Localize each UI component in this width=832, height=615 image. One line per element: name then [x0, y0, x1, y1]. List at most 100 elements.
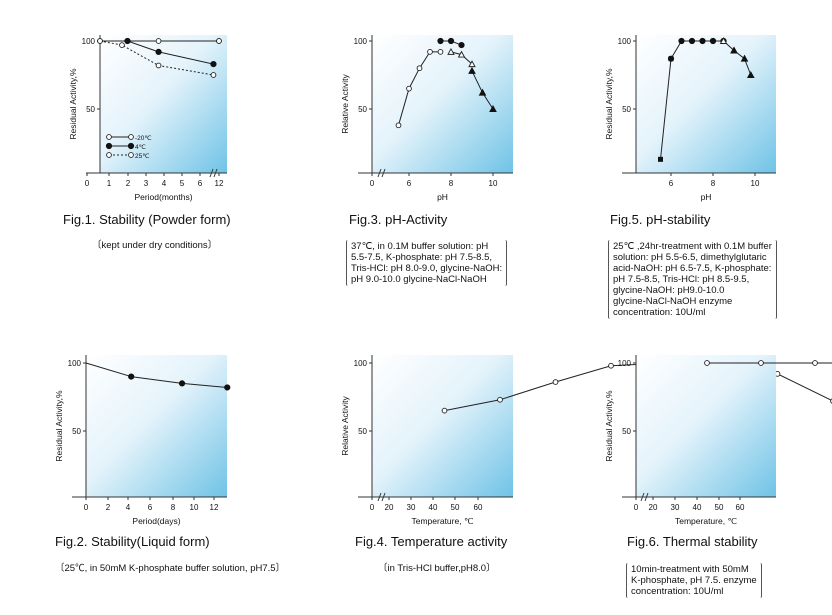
- fig2-x-tick-label: 12: [210, 503, 219, 512]
- fig5-data-point: [719, 37, 728, 44]
- fig1-x-tick-label: 12: [215, 179, 224, 188]
- fig1-y-axis-label: Residual Activity,%: [68, 68, 78, 140]
- fig4-data-point: [497, 396, 503, 403]
- fig3-data-point: [416, 65, 423, 72]
- fig5-y-tick-label: 50: [622, 105, 631, 114]
- fig6-x-tick-label: 20: [649, 503, 658, 512]
- fig5-x-tick-label: 10: [751, 179, 760, 188]
- fig2-chart: 50 100 0 2 4 6 8 10 12 Period(days) Residual Activ…: [54, 355, 231, 526]
- fig4-title: Fig.4. Temperature activity: [355, 534, 508, 549]
- fig3-chart: 50 100 0 6 8 10 pH Relative Activity: [340, 35, 513, 202]
- fig5-data-point: [746, 70, 755, 78]
- fig1-data-point: [97, 38, 103, 44]
- fig6-plot-area: [636, 355, 776, 497]
- fig6-title: Fig.6. Thermal stability: [627, 534, 758, 549]
- fig1-x-axis-label: Period(months): [134, 192, 192, 202]
- fig1-x-tick-label: 2: [126, 179, 131, 188]
- fig6-data-point: [758, 360, 764, 366]
- fig2-x-tick-label: 0: [84, 503, 89, 512]
- fig4-y-tick-label: 100: [354, 359, 368, 368]
- fig6-note: 10min-treatment with 50mM K-phosphate, p…: [626, 563, 762, 598]
- fig4-x-tick-label: 20: [385, 503, 394, 512]
- fig4-data-point: [441, 407, 448, 414]
- fig1-data-point: [155, 38, 162, 44]
- fig5-data-point: [740, 54, 749, 62]
- fig4-x-tick-label: 50: [451, 503, 460, 512]
- fig2-x-tick-label: 4: [126, 503, 131, 512]
- fig4-x-tick-label: 0: [370, 503, 375, 512]
- fig4-axis-break-mark: [377, 492, 382, 502]
- fig1-data-point: [155, 48, 162, 55]
- fig1-y-tick-label: 100: [82, 37, 96, 46]
- fig3-x-axis-label: pH: [437, 192, 448, 202]
- fig3-data-point: [437, 49, 444, 55]
- fig3-data-point: [478, 88, 487, 96]
- fig1-x-tick-label: 5: [180, 179, 185, 188]
- fig3-x-tick-label: 8: [449, 179, 454, 188]
- fig2-data-point: [224, 384, 231, 391]
- fig1-x-tick-label: 6: [198, 179, 203, 188]
- fig5-x-tick-label: 8: [711, 179, 716, 188]
- fig1-title: Fig.1. Stability (Powder form): [63, 212, 231, 227]
- fig1-data-point: [210, 72, 217, 78]
- fig6-x-axis-label: Temperature, ℃: [675, 516, 737, 526]
- fig1-legend-marker: [105, 142, 113, 150]
- fig5-y-axis-label: Residual Activity,%: [604, 68, 614, 140]
- fig4-y-axis-label: Relative Activity: [340, 395, 350, 455]
- fig5-plot-area: [636, 35, 776, 173]
- fig3-y-tick-label: 100: [354, 37, 368, 46]
- fig3-data-point: [489, 104, 497, 112]
- fig1-y-tick-label: 50: [86, 105, 95, 114]
- fig3-data-point: [468, 66, 476, 74]
- fig3-axis-break-mark: [381, 168, 386, 178]
- fig1-legend-label: 25℃: [135, 153, 150, 160]
- fig1-series-line: [99, 40, 214, 76]
- fig3-data-point: [447, 37, 455, 45]
- fig6-x-tick-label: 0: [634, 503, 639, 512]
- fig3-data-point: [406, 85, 412, 92]
- fig2-y-tick-label: 100: [68, 359, 82, 368]
- fig5-data-point: [709, 37, 717, 45]
- fig1-legend-marker: [128, 152, 134, 158]
- fig6-x-tick-label: 60: [736, 503, 745, 512]
- fig3-data-point: [427, 49, 433, 55]
- fig2-data-point: [128, 373, 135, 380]
- fig6-data-point: [704, 360, 710, 366]
- fig5-x-tick-label: 6: [669, 179, 674, 188]
- fig5-title: Fig.5. pH-stability: [610, 212, 711, 227]
- fig1-legend-marker: [128, 134, 134, 140]
- fig3-x-tick-label: 6: [407, 179, 412, 188]
- fig5-data-point: [658, 156, 663, 162]
- fig1-data-point: [210, 61, 217, 68]
- fig5-data-point: [699, 37, 706, 45]
- fig3-x-tick-label: 10: [489, 179, 498, 188]
- fig1-note: 〔kept under dry conditions〕: [92, 240, 218, 251]
- fig5-chart: 50 100 6 8 10 pH Residual Activity,%: [604, 35, 776, 202]
- fig4-x-axis-label: Temperature, ℃: [412, 516, 474, 526]
- fig3-plot-area: [372, 35, 513, 173]
- fig4-plot-area: [372, 355, 513, 497]
- fig1-legend-label: 4℃: [135, 144, 147, 151]
- fig2-x-tick-label: 10: [190, 503, 199, 512]
- fig5-data-point: [667, 55, 675, 62]
- fig1-x-tick-label: 4: [162, 179, 167, 188]
- fig3-data-point: [395, 122, 402, 129]
- fig3-axis-break-mark: [377, 168, 382, 178]
- fig1-plot-area: [100, 35, 227, 173]
- fig4-data-point: [608, 362, 614, 369]
- fig4-y-tick-label: 50: [358, 427, 367, 436]
- fig5-data-point: [730, 46, 738, 54]
- fig3-data-point: [468, 60, 476, 68]
- fig1-x-tick-label: 3: [144, 179, 149, 188]
- fig3-data-point: [457, 50, 466, 58]
- fig2-data-point: [178, 380, 186, 387]
- fig2-note: 〔25℃, in 50mM K-phosphate buffer solutio…: [55, 563, 286, 574]
- fig6-y-tick-label: 50: [622, 427, 631, 436]
- fig1-data-point: [216, 38, 222, 44]
- fig4-note: 〔in Tris-HCl buffer,pH8.0〕: [378, 563, 496, 574]
- fig3-y-tick-label: 50: [358, 105, 367, 114]
- fig1-axis-break-mark: [213, 168, 218, 178]
